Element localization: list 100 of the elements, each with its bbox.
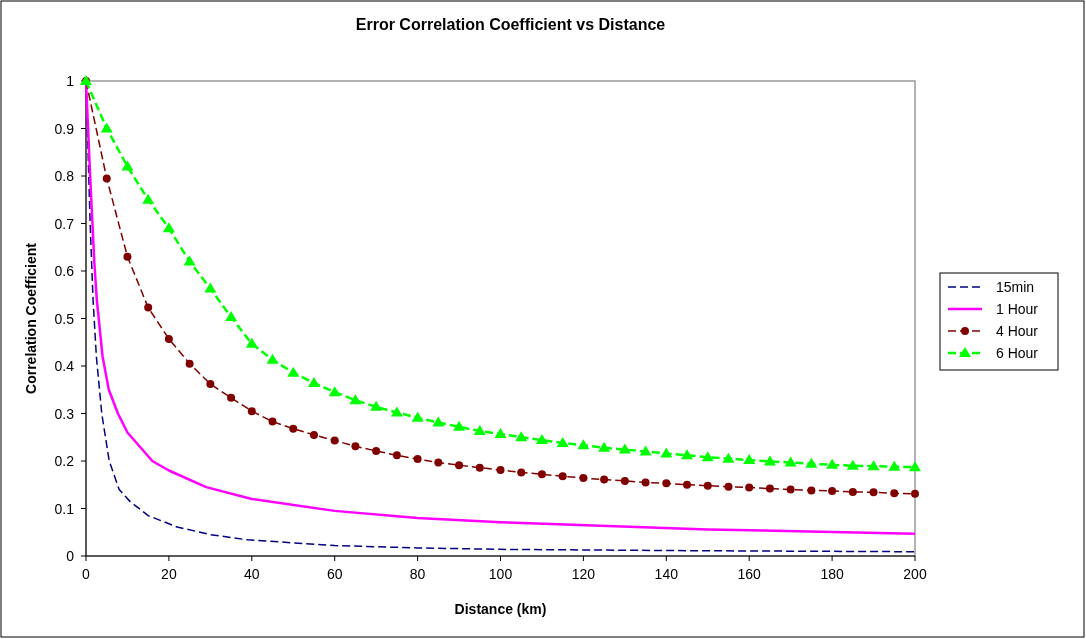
point: [453, 420, 466, 431]
point: [683, 480, 692, 489]
point: [701, 451, 714, 462]
point: [432, 416, 445, 427]
point: [144, 303, 153, 312]
point: [890, 489, 899, 498]
point: [328, 386, 341, 397]
point: [475, 463, 484, 472]
legend-label: 1 Hour: [996, 301, 1039, 317]
point: [722, 452, 735, 463]
point: [639, 445, 652, 456]
point: [660, 447, 673, 458]
y-tick-label: 0.8: [54, 168, 75, 184]
x-tick-label: 80: [409, 566, 426, 582]
point: [330, 436, 339, 445]
point: [765, 484, 774, 493]
point: [351, 442, 360, 451]
legend-label: 15min: [996, 279, 1035, 295]
point: [535, 434, 548, 445]
point: [745, 483, 754, 492]
legend-label: 6 Hour: [996, 345, 1039, 361]
point: [807, 486, 816, 495]
x-tick-label: 200: [903, 566, 927, 582]
legend-label: 4 Hour: [996, 323, 1039, 339]
point: [289, 424, 298, 433]
point: [600, 475, 609, 484]
point: [434, 458, 443, 467]
point: [309, 430, 318, 439]
point: [121, 160, 134, 171]
point: [268, 417, 277, 426]
point: [641, 478, 650, 487]
point: [227, 393, 236, 402]
point: [911, 489, 919, 498]
point: [703, 481, 712, 490]
point: [162, 222, 175, 233]
point: [743, 454, 756, 465]
point: [204, 282, 217, 293]
point: [846, 459, 859, 470]
chart-title: Error Correlation Coefficient vs Distance: [355, 16, 666, 33]
point: [579, 474, 588, 483]
point: [206, 380, 215, 389]
point: [517, 468, 526, 477]
point: [826, 458, 839, 469]
y-tick-label: 0: [66, 548, 75, 564]
point: [245, 337, 258, 348]
point: [307, 377, 320, 388]
point: [102, 174, 111, 183]
point: [556, 436, 569, 447]
point: [411, 411, 424, 422]
point: [558, 472, 567, 481]
y-tick-label: 0.1: [54, 500, 75, 517]
point: [662, 479, 671, 488]
point: [100, 122, 113, 133]
y-tick-label: 0.5: [54, 310, 75, 327]
x-tick-label: 120: [571, 566, 596, 582]
point: [142, 193, 155, 204]
y-tick-label: 0.2: [54, 453, 75, 469]
point: [455, 461, 464, 470]
point: [413, 455, 422, 464]
point: [370, 400, 383, 411]
point: [183, 255, 196, 266]
point: [577, 439, 590, 450]
point: [392, 451, 401, 460]
point: [724, 482, 733, 491]
point: [786, 485, 795, 494]
point: [185, 359, 194, 368]
point: [869, 488, 878, 497]
x-tick-label: 180: [820, 566, 844, 582]
point: [805, 457, 818, 468]
point: [372, 447, 381, 456]
point: [515, 431, 528, 442]
point: [763, 455, 776, 466]
point: [848, 487, 857, 496]
x-tick-label: 140: [654, 566, 679, 582]
x-tick-label: 160: [737, 566, 762, 582]
point: [494, 427, 507, 438]
point: [349, 394, 362, 405]
y-axis-title: Correlation Coefficient: [23, 242, 39, 394]
x-tick-label: 0: [82, 566, 91, 582]
point: [287, 366, 300, 377]
x-axis-title: Distance (km): [454, 601, 547, 617]
point: [473, 425, 486, 436]
point: [598, 441, 611, 452]
point: [888, 460, 901, 471]
point: [496, 466, 505, 475]
point: [828, 486, 837, 495]
point: [618, 443, 631, 454]
y-tick-label: 0.9: [54, 120, 75, 137]
point: [909, 461, 921, 472]
x-tick-label: 100: [488, 566, 513, 582]
point: [867, 460, 880, 471]
x-tick-label: 60: [326, 566, 343, 582]
y-tick-label: 0.4: [54, 358, 75, 374]
point: [537, 470, 546, 479]
y-tick-label: 0.6: [54, 263, 75, 279]
point: [225, 311, 238, 322]
y-tick-label: 0.3: [54, 405, 75, 422]
x-tick-label: 40: [244, 566, 260, 582]
y-tick-label: 0.7: [54, 215, 75, 232]
point: [164, 334, 173, 343]
